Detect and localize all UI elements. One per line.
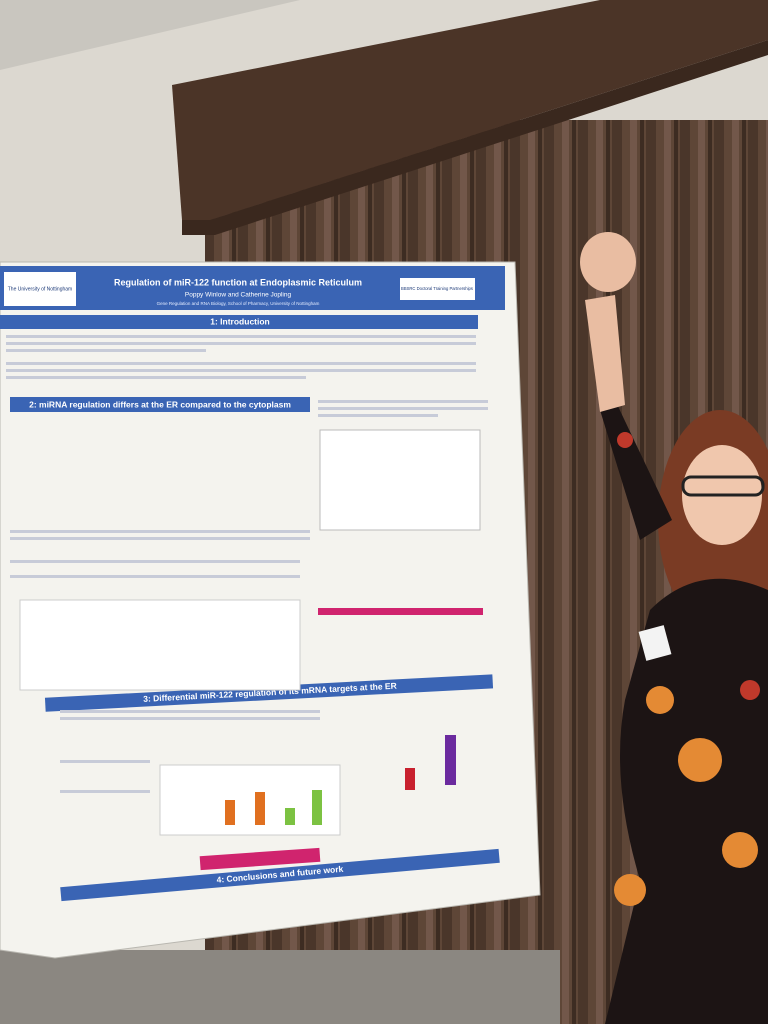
poster-body: [6, 335, 488, 793]
figure: [319, 429, 481, 531]
ceiling: [0, 0, 300, 70]
section-bar: [44, 674, 494, 712]
section-bar: [0, 315, 478, 329]
figure: [19, 599, 301, 691]
pelmet: [172, 0, 768, 220]
partner-box: [400, 278, 475, 300]
poster-authors: Poppy Winlow and Catherine Jopling: [185, 292, 292, 299]
poster-title: Regulation of miR-122 function at Endopl…: [114, 277, 362, 287]
section-bar: [60, 848, 500, 902]
section-heading: 2: miRNA regulation differs at the ER co…: [29, 399, 291, 409]
logo-box: [4, 272, 76, 306]
pelmet-edge: [182, 40, 768, 235]
highlight-bar: [318, 608, 483, 615]
highlight-bar: [199, 847, 321, 871]
figure: [159, 764, 341, 836]
section-bar: [10, 397, 310, 412]
stand: [0, 950, 560, 1024]
partner-text: BBSRC Doctoral Training Partnerships: [401, 286, 473, 291]
logo-text: The University of Nottingham: [8, 286, 72, 292]
poster-affiliation: Gene Regulation and RNA Biology, School …: [157, 301, 320, 306]
person: [580, 232, 768, 1024]
section-heading: 1: Introduction: [210, 316, 270, 326]
figure-bars: [225, 735, 456, 825]
